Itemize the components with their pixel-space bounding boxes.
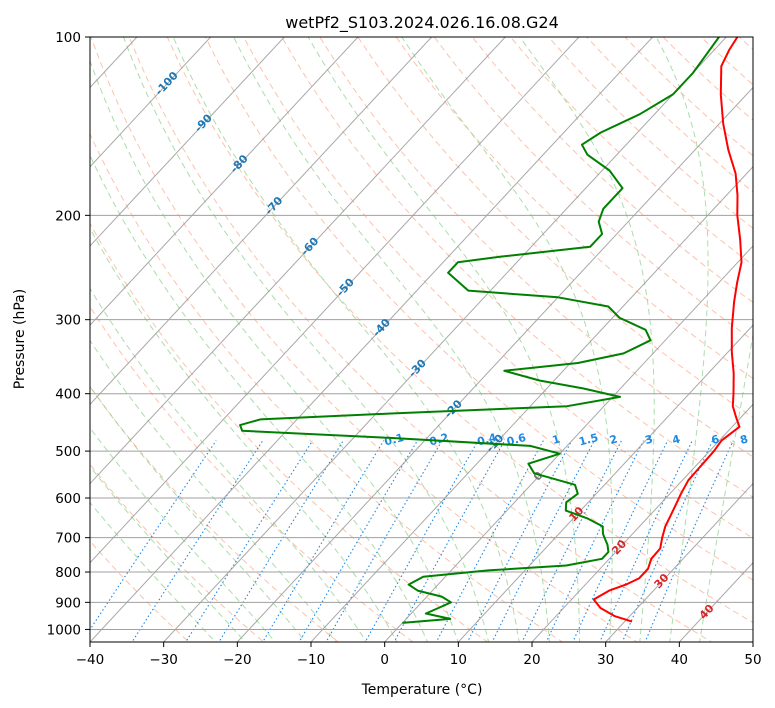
mixing-ratio-label: 1.5 <box>577 431 599 449</box>
isotherm-line <box>236 86 753 642</box>
dry-adiabat-line <box>90 305 414 642</box>
y-tick-label: 800 <box>55 565 81 581</box>
dry-adiabat-line <box>90 37 638 642</box>
dry-adiabat-line <box>395 37 753 380</box>
y-tick-label: 700 <box>55 531 81 547</box>
moist-adiabat-line <box>401 37 613 642</box>
dry-adiabat-line <box>204 37 753 581</box>
mixing-ratio-label: 6 <box>710 432 721 447</box>
mixing-ratio-line <box>466 440 573 642</box>
mixing-ratio-line <box>262 440 385 642</box>
dry-adiabat-line <box>90 385 340 642</box>
mixing-ratio-line <box>599 440 693 642</box>
y-tick-label: 600 <box>55 491 81 507</box>
moist-adiabat-line <box>123 37 490 642</box>
x-tick-label: −10 <box>297 652 326 668</box>
isotherm-line <box>90 37 212 168</box>
mixing-ratio-line <box>521 440 622 642</box>
dry-adiabat-line <box>166 37 753 624</box>
mixing-ratio-line <box>364 440 479 642</box>
y-tick-label: 1000 <box>47 622 81 638</box>
isotherm-line <box>90 37 506 485</box>
moist-adiabat-line <box>307 37 581 642</box>
y-tick-label: 500 <box>55 444 81 460</box>
isotherm-line <box>162 37 727 642</box>
isotherm-line <box>457 324 753 642</box>
y-axis: 100 200 300 400 500 600 700 800 900 1000 <box>47 30 90 638</box>
mixing-ratio-label: 4 <box>671 432 682 447</box>
y-tick-label: 200 <box>55 208 81 224</box>
isotherm-line <box>90 37 285 247</box>
dry-adiabat-line <box>90 132 564 642</box>
mixing-ratio-label: 3 <box>644 432 655 447</box>
y-tick-label: 400 <box>55 387 81 403</box>
x-tick-label: −20 <box>223 652 252 668</box>
dry-adiabat-line <box>90 463 265 642</box>
mixing-ratio-label: 1 <box>551 432 562 447</box>
x-tick-label: 20 <box>523 652 540 668</box>
mixing-ratio-line <box>393 440 506 642</box>
moist-adiabat-line <box>655 37 709 642</box>
dry-adiabat-line <box>471 37 753 304</box>
x-tick-label: −40 <box>76 652 105 668</box>
moist-adiabat-line <box>90 427 276 642</box>
y-tick-label: 100 <box>55 30 81 46</box>
temperature-profile-line <box>592 37 743 623</box>
isotherms <box>90 37 753 642</box>
mixing-ratio-line <box>435 440 544 642</box>
x-tick-label: 50 <box>744 652 761 668</box>
x-axis-title: Temperature (°C) <box>361 682 483 698</box>
x-tick-label: 0 <box>380 652 389 668</box>
y-tick-label: 900 <box>55 595 81 611</box>
plot-frame <box>89 36 754 643</box>
x-tick-label: 30 <box>597 652 614 668</box>
isotherm-line <box>90 37 654 642</box>
dry-adiabat-line <box>128 37 713 642</box>
x-tick-label: 40 <box>671 652 688 668</box>
isotherm-line <box>90 37 359 326</box>
dewpoint-profile-line <box>239 37 720 624</box>
isotherm-line <box>604 482 753 642</box>
profile-lines <box>239 37 743 624</box>
isotherm-line <box>90 37 580 564</box>
moist-adiabat-line <box>699 331 753 642</box>
chart-title: wetPf2_S103.2024.026.16.08.G24 <box>285 13 559 33</box>
mixing-ratio-line <box>621 440 714 642</box>
moist-adiabat-line <box>519 37 655 642</box>
isotherm-line <box>90 37 433 406</box>
x-tick-label: 10 <box>450 652 467 668</box>
mixing-ratio-line <box>298 440 418 642</box>
dry-adiabat-line <box>281 37 753 498</box>
isotherm-line <box>383 245 753 642</box>
x-tick-label: −30 <box>149 652 178 668</box>
pressure-gridlines <box>90 37 753 630</box>
dry-adiabat-line <box>433 37 753 341</box>
y-axis-title: Pressure (hPa) <box>12 289 28 389</box>
mixing-ratio-line <box>491 440 595 642</box>
y-tick-label: 300 <box>55 313 81 329</box>
x-axis: −40 −30 −20 −10 0 10 20 30 40 50 <box>76 642 762 668</box>
mixing-ratio-label: 2 <box>608 432 619 447</box>
isotherm-line <box>531 403 753 642</box>
mixing-ratio-line <box>131 440 264 642</box>
dry-adiabat-line <box>90 222 489 642</box>
mixing-ratio-line <box>545 440 644 642</box>
mixing-ratio-line <box>644 440 734 642</box>
mixing-ratio-line <box>325 440 443 642</box>
mixing-ratio-label: 8 <box>739 432 750 447</box>
moist-adiabat-line <box>233 37 550 642</box>
dry-adiabat-line <box>90 540 190 642</box>
mixing-ratio-label: 0.1 <box>383 431 405 449</box>
dry-adiabats <box>90 37 753 642</box>
plot-area: -100-90-80-70-60-50-40-30-20-10010203040… <box>90 37 753 642</box>
isotherm-line <box>310 165 753 642</box>
